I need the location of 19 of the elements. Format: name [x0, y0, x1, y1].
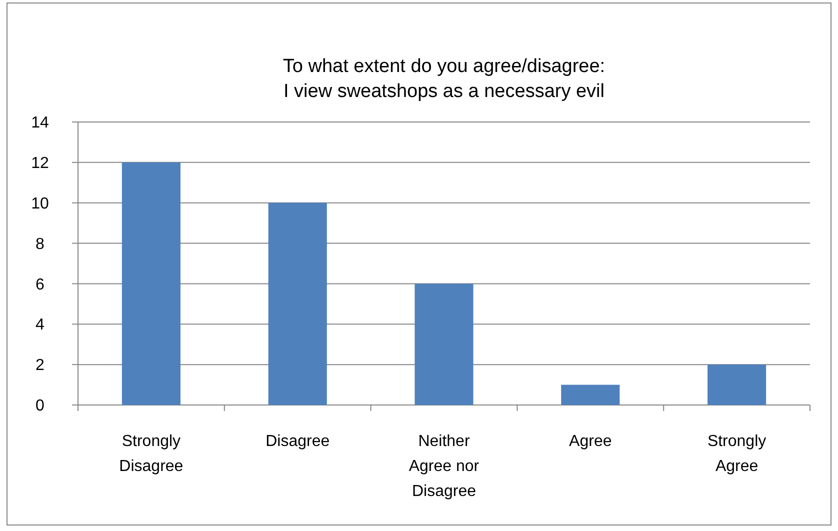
- bar: [561, 384, 620, 405]
- y-tick-label: 4: [36, 316, 45, 334]
- y-tick-label: 8: [36, 236, 45, 253]
- x-tick-label: Strongly Disagree: [119, 433, 184, 475]
- y-tick-label: 0: [36, 398, 45, 415]
- bar: [122, 162, 180, 405]
- y-tick-label: 2: [36, 357, 45, 374]
- chart-title: To what extent do you agree/disagree: I view sweatshops as a necessary evil: [282, 56, 606, 102]
- x-tick-label: Disagree: [266, 433, 330, 450]
- y-tick-label: 6: [36, 276, 45, 294]
- x-tick-label: Neither Agree nor Disagree: [408, 433, 480, 500]
- bar: [708, 364, 766, 405]
- bar: [414, 284, 474, 405]
- x-tick-label: Agree: [569, 433, 612, 450]
- y-tick-label: 10: [31, 195, 49, 212]
- y-tick-label: 14: [31, 114, 49, 132]
- bar: [268, 202, 327, 405]
- x-tick-label: Strongly Agree: [707, 433, 766, 475]
- y-tick-label: 12: [31, 155, 49, 172]
